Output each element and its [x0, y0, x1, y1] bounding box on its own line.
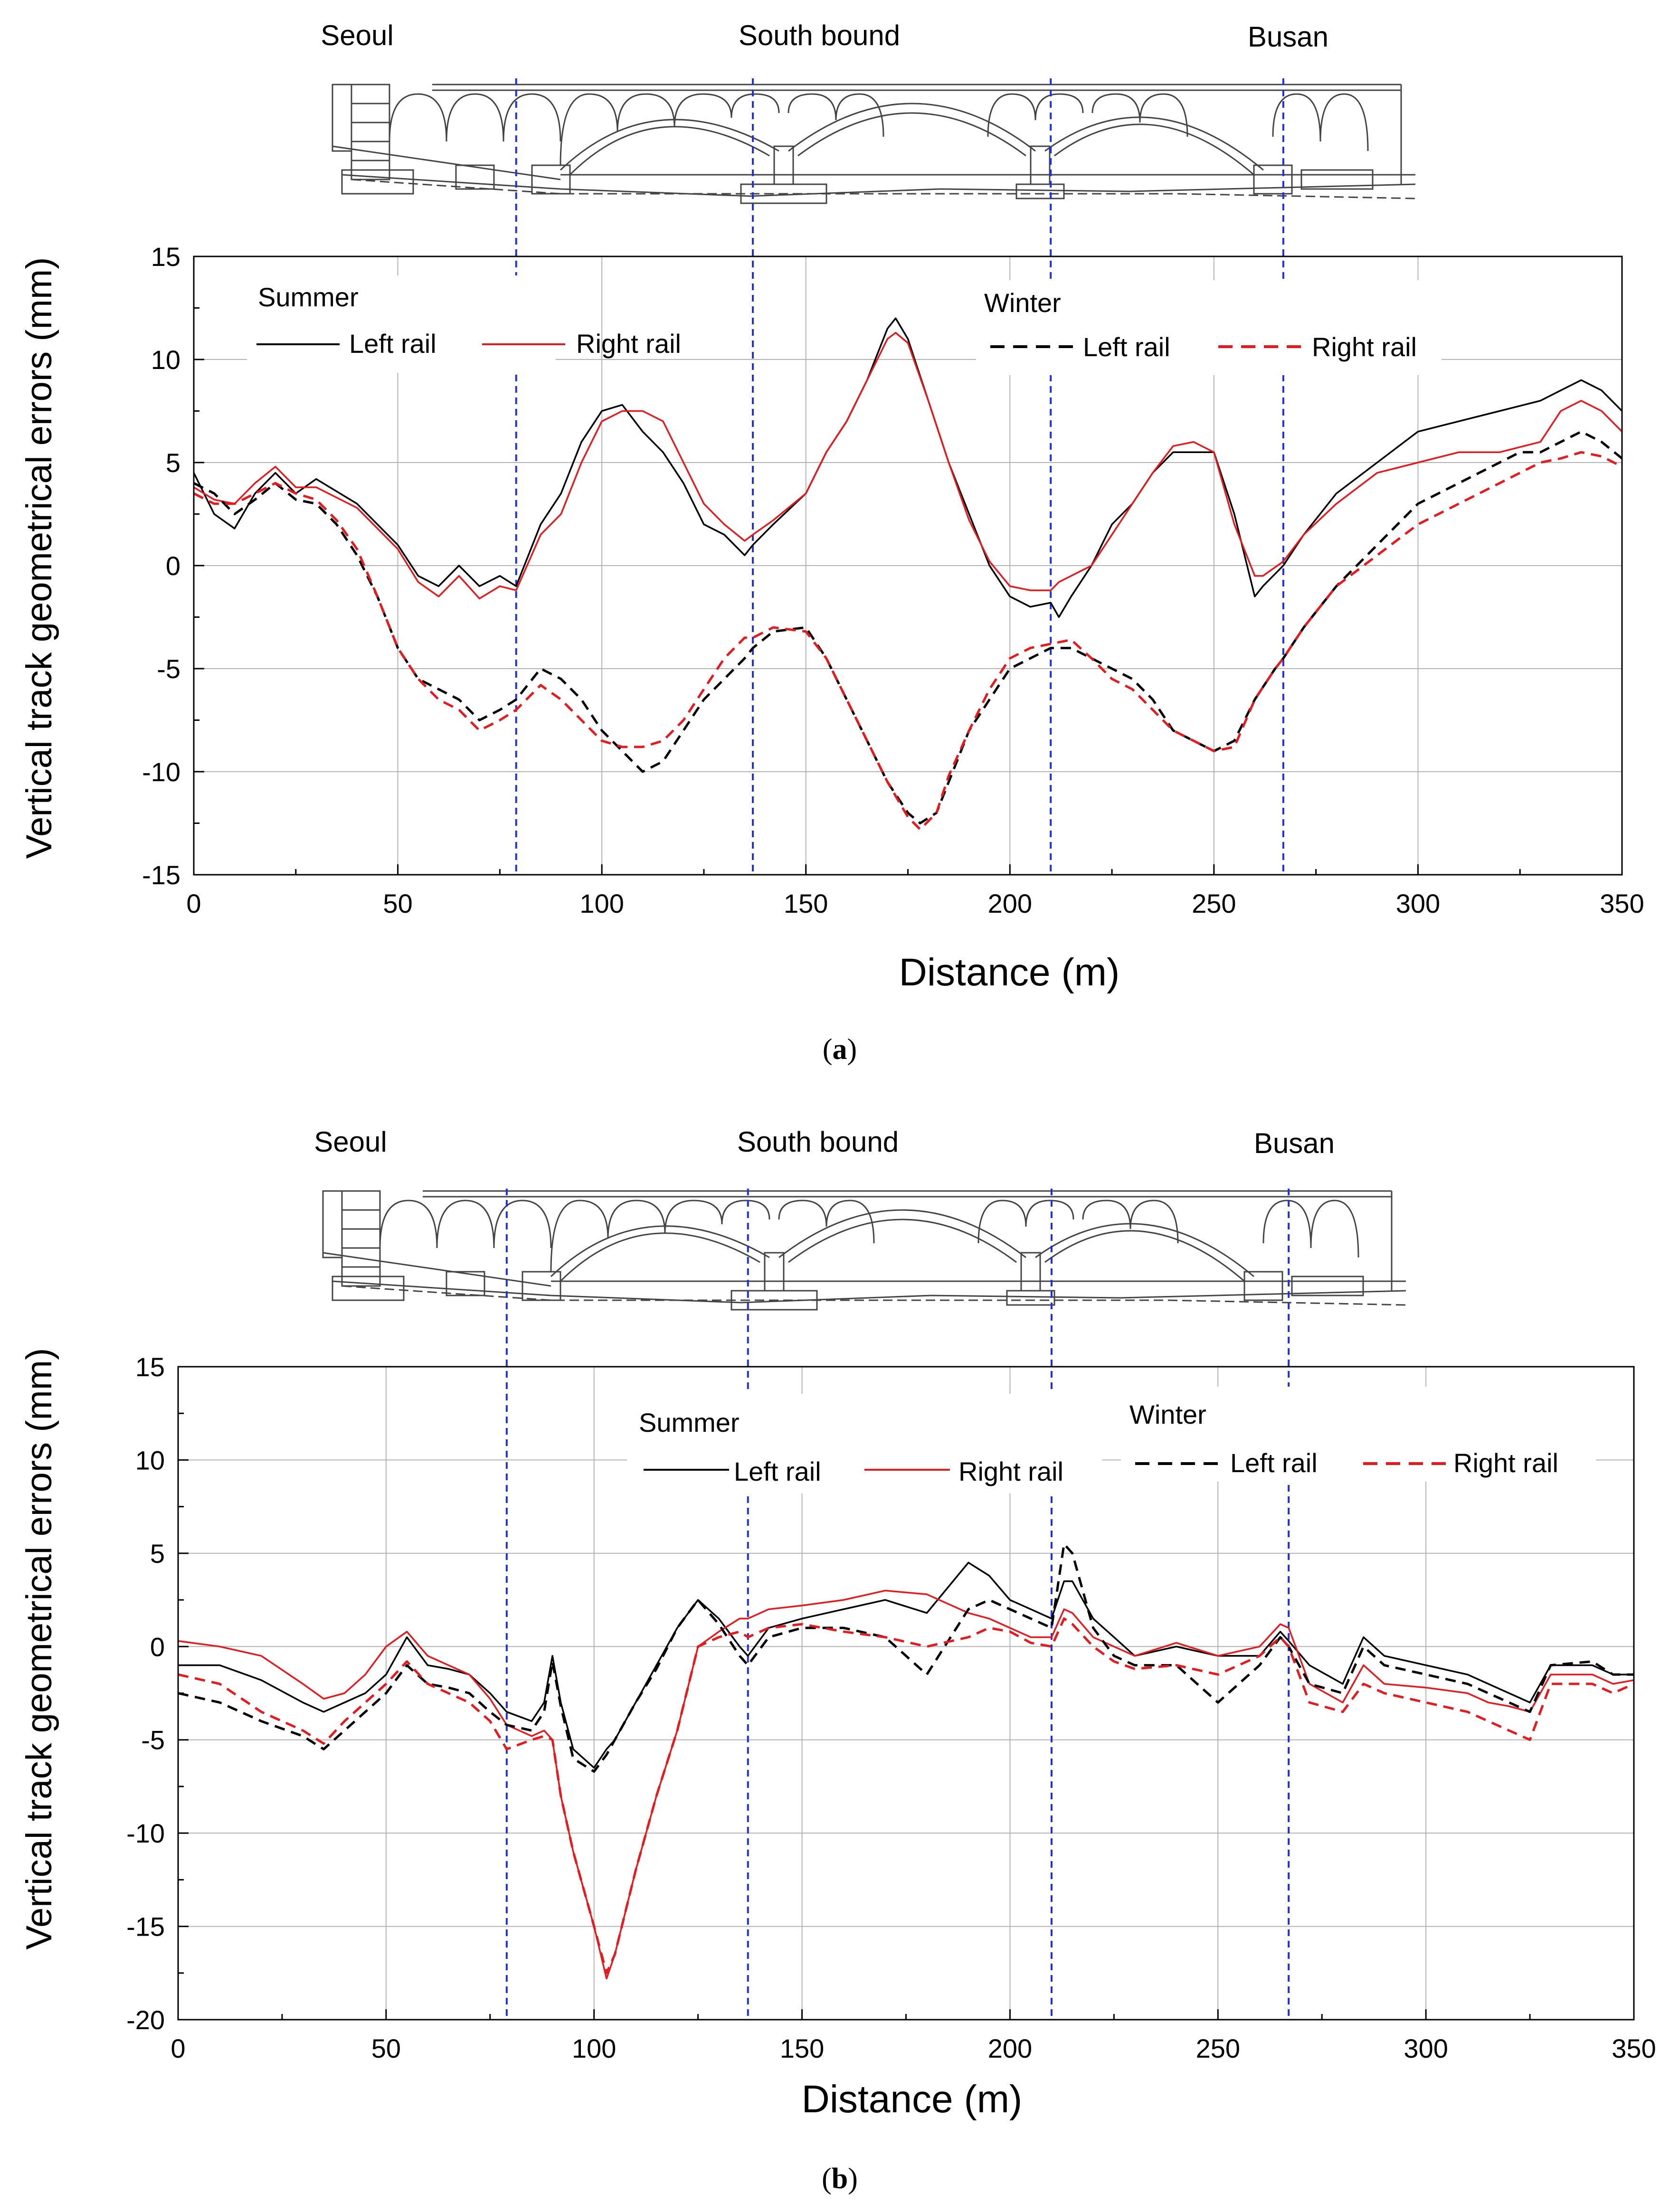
x-tick-label: 200 — [988, 2033, 1032, 2063]
y-tick-label: 10 — [135, 1445, 165, 1475]
summer-right-rail-series — [193, 331, 1623, 600]
legend-summer-bg — [247, 275, 556, 373]
x-axis-label: Distance (m) — [802, 2078, 1023, 2121]
x-tick-label: 250 — [1196, 2033, 1240, 2063]
summer-left-rail-series — [193, 317, 1623, 618]
legend-winter-bg — [1121, 1387, 1596, 1482]
y-tick-label: 15 — [151, 242, 180, 272]
bridge-elevation-drawing — [322, 1190, 1407, 1311]
bridge-right-end-label: Busan — [1254, 1127, 1335, 1159]
y-tick-label: -15 — [142, 860, 180, 890]
legend-winter-left-label: Left rail — [1083, 332, 1170, 362]
y-axis-label: Vertical track geometrical errors (mm) — [19, 1348, 59, 1950]
bridge-center-label: South bound — [737, 1126, 899, 1158]
x-tick-label: 150 — [780, 2033, 824, 2063]
summer-right-rail-series — [178, 1589, 1634, 1980]
x-tick-label: 300 — [1404, 2033, 1448, 2063]
y-tick-label: 5 — [150, 1539, 165, 1569]
plot-area: 0 50 100 150 200 250 300 350 -15 -10 -5 0 5 10 15 — [142, 78, 1644, 918]
data-series — [193, 317, 1623, 831]
x-tick-label: 50 — [371, 2033, 401, 2063]
x-axis-label: Distance (m) — [899, 951, 1120, 994]
x-tick-label: 300 — [1396, 889, 1440, 918]
y-tick-label: -5 — [141, 1725, 165, 1755]
legend-winter-title: Winter — [1129, 1399, 1206, 1429]
y-tick-label: -10 — [142, 757, 180, 787]
y-tick-label: 0 — [166, 551, 180, 581]
legend-summer-bg — [627, 1394, 1102, 1494]
legend-winter-right-label: Right rail — [1312, 332, 1417, 362]
y-tick-label: 0 — [150, 1632, 165, 1662]
winter-right-rail-series — [193, 451, 1623, 831]
legend-summer-right-label: Right rail — [576, 329, 681, 359]
x-tick-label: 0 — [186, 889, 201, 918]
bridge-left-end-label: Seoul — [321, 19, 393, 51]
x-tick-label: 50 — [383, 889, 412, 918]
pier-lines — [505, 1189, 1290, 2020]
x-tick-label: 250 — [1192, 889, 1236, 918]
legend: Summer Left rail Right rail Winter Left … — [627, 1387, 1596, 1494]
y-axis-label: Vertical track geometrical errors (mm) — [19, 257, 59, 859]
y-tick-label: 10 — [151, 345, 180, 375]
panel-b: Seoul South bound Busan 0 50 100 150 200 250 3… — [19, 1126, 1656, 2195]
x-tick-label: 100 — [579, 889, 624, 918]
x-tick-label: 200 — [988, 889, 1032, 918]
y-tick-label: -10 — [126, 1818, 165, 1848]
tick-labels: 0 50 100 150 200 250 300 350 -20 -15 -10 -5 0 5 10 15 — [126, 1352, 1656, 2063]
panel-label-a: (a) — [823, 1033, 857, 1066]
y-tick-label: 15 — [135, 1352, 165, 1382]
panel-a: Seoul South bound Busan 0 50 100 150 200 250 3… — [19, 19, 1644, 1066]
pier-lines — [515, 78, 1284, 875]
panel-label-b: (b) — [822, 2163, 858, 2195]
bridge-right-end-label: Busan — [1248, 21, 1328, 53]
legend-summer-title: Summer — [258, 282, 359, 312]
summer-left-rail-series — [178, 1561, 1634, 1769]
bridge-left-end-label: Seoul — [314, 1126, 387, 1158]
x-tick-label: 350 — [1612, 2033, 1656, 2063]
x-tick-label: 100 — [572, 2033, 616, 2063]
y-tick-label: 5 — [166, 448, 180, 478]
winter-left-rail-series — [178, 1542, 1634, 1773]
axis-ticks — [193, 255, 1623, 876]
legend-winter-title: Winter — [984, 288, 1061, 318]
data-series — [178, 1542, 1635, 1980]
legend: Summer Left rail Right rail Winter Left … — [247, 275, 1442, 375]
y-tick-label: -5 — [157, 654, 180, 684]
bridge-center-label: South bound — [739, 19, 900, 51]
legend-winter-right-label: Right rail — [1453, 1448, 1558, 1478]
winter-left-rail-series — [193, 430, 1623, 824]
plot-area: 0 50 100 150 200 250 300 350 -20 -15 -10 -5 0 5 10 15 — [126, 1189, 1656, 2063]
legend-summer-left-label: Left rail — [734, 1456, 821, 1486]
y-tick-label: -15 — [126, 1912, 165, 1942]
panel-label-a-letter: a — [833, 1033, 847, 1066]
x-tick-label: 150 — [784, 889, 828, 918]
x-tick-label: 350 — [1600, 889, 1644, 918]
x-tick-label: 0 — [171, 2033, 185, 2063]
legend-winter-bg — [976, 280, 1442, 375]
legend-summer-right-label: Right rail — [958, 1456, 1063, 1486]
bridge-elevation-drawing — [332, 84, 1416, 204]
legend-summer-left-label: Left rail — [349, 329, 436, 359]
axis-ticks — [177, 1366, 1635, 2021]
tick-labels: 0 50 100 150 200 250 300 350 -15 -10 -5 0 5 10 15 — [142, 242, 1644, 918]
legend-winter-left-label: Left rail — [1230, 1448, 1318, 1478]
panel-label-b-letter: b — [832, 2163, 848, 2195]
y-tick-label: -20 — [126, 2005, 165, 2035]
legend-summer-title: Summer — [639, 1408, 740, 1437]
